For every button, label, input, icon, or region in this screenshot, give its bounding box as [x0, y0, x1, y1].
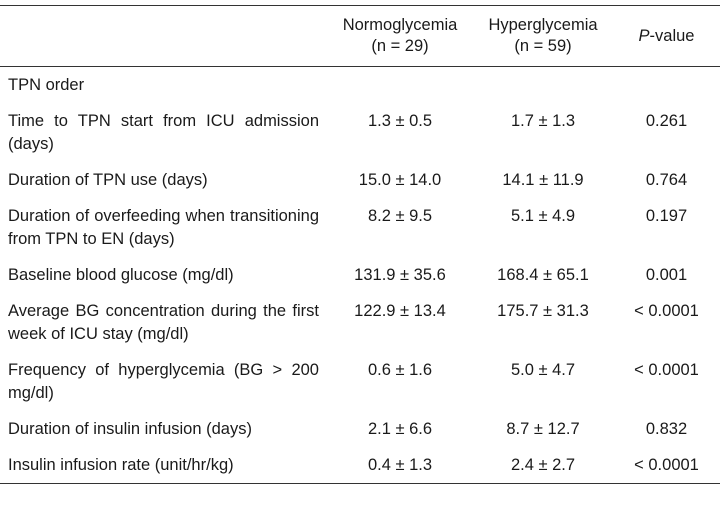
row-label: Frequency of hyperglycemia (BG > 200 mg/…: [8, 361, 319, 402]
row-label: Time to TPN start from ICU admission (da…: [8, 112, 319, 153]
row-label: Baseline blood glucose (mg/dl): [8, 266, 234, 284]
hyperglycemia-value: 5.0 ± 4.7: [510, 361, 576, 379]
column-name: Hyperglycemia: [488, 16, 598, 34]
table-row: Baseline blood glucose (mg/dl) 131.9 ± 35…: [0, 257, 720, 293]
normoglycemia-value: 15.0 ± 14.0: [358, 171, 442, 189]
normoglycemia-value: 2.1 ± 6.6: [367, 420, 433, 438]
column-name: -value: [649, 26, 695, 45]
p-value: 0.764: [645, 171, 688, 189]
p-value: < 0.0001: [634, 456, 699, 474]
data-table: Normoglycemia (n = 29) Hyperglycemia (n = …: [0, 5, 720, 484]
column-n: (n = 59): [514, 37, 572, 55]
hyperglycemia-value: 5.1 ± 4.9: [510, 207, 576, 225]
column-name: Normoglycemia: [342, 16, 458, 34]
header-cell: [0, 6, 327, 67]
p-value: 0.261: [645, 112, 688, 130]
hyperglycemia-value: 2.4 ± 2.7: [510, 456, 576, 474]
normoglycemia-value: 131.9 ± 35.6: [354, 266, 446, 284]
hyperglycemia-value: 14.1 ± 11.9: [502, 171, 584, 189]
normoglycemia-value: 0.6 ± 1.6: [367, 361, 433, 379]
table-row: Time to TPN start from ICU admission (da…: [0, 103, 720, 162]
header-row: Normoglycemia (n = 29) Hyperglycemia (n = …: [0, 5, 720, 67]
table-row: Insulin infusion rate (unit/hr/kg) 0.4 ± …: [0, 447, 720, 484]
p-value: < 0.0001: [634, 302, 699, 320]
row-label: Duration of overfeeding when transitioni…: [8, 207, 319, 248]
normoglycemia-value: 8.2 ± 9.5: [367, 207, 433, 225]
p-value: 0.832: [645, 420, 688, 438]
row-label: Insulin infusion rate (unit/hr/kg): [8, 456, 234, 474]
table-row: Duration of overfeeding when transitioni…: [0, 198, 720, 257]
table-row: Duration of insulin infusion (days) 2.1 ±…: [0, 411, 720, 447]
row-label: Duration of insulin infusion (days): [8, 420, 252, 438]
column-n: (n = 29): [371, 37, 429, 55]
hyperglycemia-value: 168.4 ± 65.1: [497, 266, 589, 284]
header-cell: Hyperglycemia (n = 59): [473, 6, 613, 67]
hyperglycemia-value: 175.7 ± 31.3: [497, 302, 589, 320]
header-cell: P-value: [613, 6, 720, 67]
header-cell: Normoglycemia (n = 29): [327, 6, 473, 67]
row-label: Duration of TPN use (days): [8, 171, 208, 189]
row-label: Average BG concentration during the firs…: [8, 302, 319, 343]
p-value: 0.001: [645, 266, 688, 284]
normoglycemia-value: 122.9 ± 13.4: [354, 302, 446, 320]
table-row: Duration of TPN use (days) 15.0 ± 14.0 14.…: [0, 162, 720, 198]
p-value: 0.197: [645, 207, 688, 225]
normoglycemia-value: 1.3 ± 0.5: [367, 112, 433, 130]
hyperglycemia-value: 1.7 ± 1.3: [510, 112, 576, 130]
section-row: TPN order: [0, 67, 720, 104]
table-row: Average BG concentration during the firs…: [0, 293, 720, 352]
hyperglycemia-value: 8.7 ± 12.7: [506, 420, 580, 438]
p-value: < 0.0001: [634, 361, 699, 379]
section-label: TPN order: [8, 76, 85, 94]
table-row: Frequency of hyperglycemia (BG > 200 mg/…: [0, 352, 720, 411]
normoglycemia-value: 0.4 ± 1.3: [367, 456, 433, 474]
column-name-italic: P: [638, 26, 650, 45]
